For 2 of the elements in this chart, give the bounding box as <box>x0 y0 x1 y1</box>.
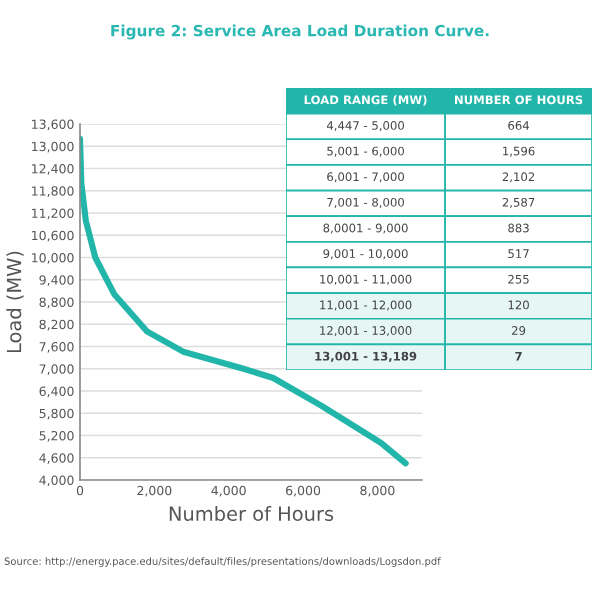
y-axis-title: Load (MW) <box>6 251 24 353</box>
x-axis-title: Number of Hours <box>169 505 334 522</box>
